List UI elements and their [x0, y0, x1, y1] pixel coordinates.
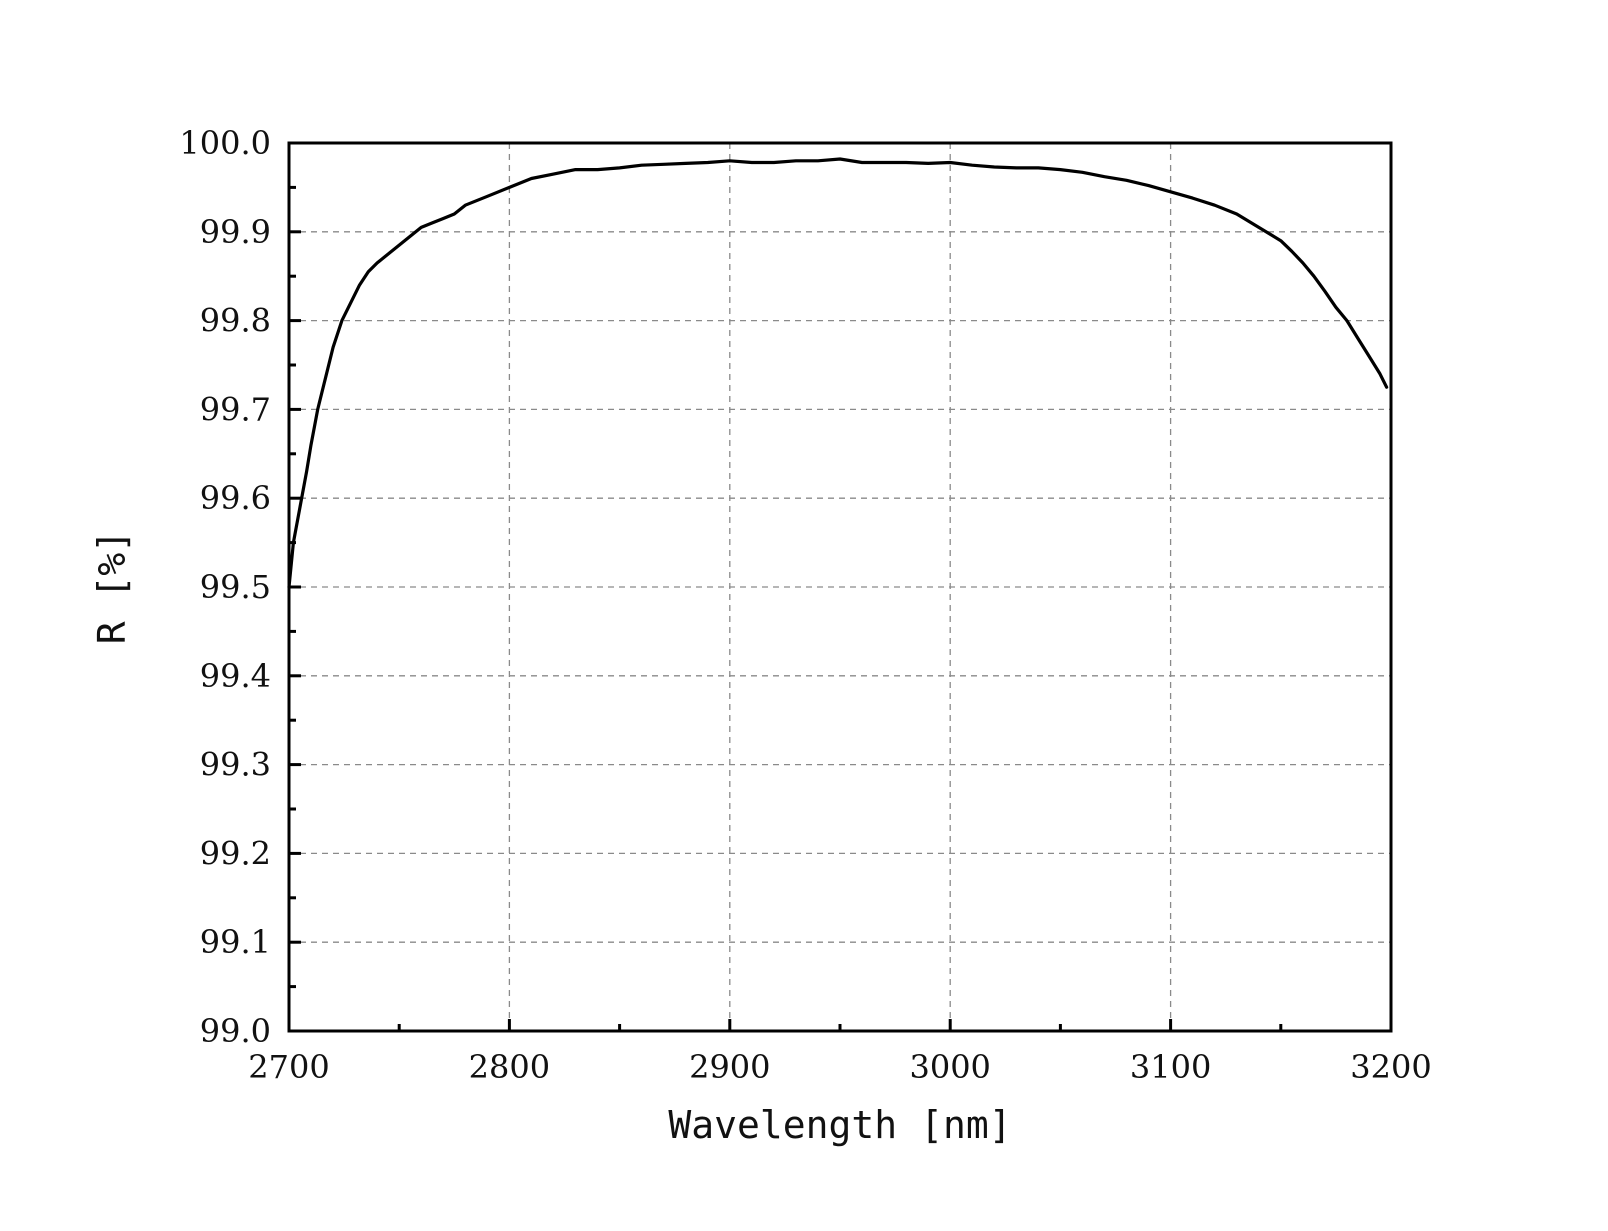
- y-tick-labels: 99.0 99.1 99.2 99.3 99.4 99.5 99.6 99.7 99.8 99.9…: [179, 124, 271, 1050]
- reflectance-series-line: [287, 157, 1389, 589]
- y-tick-label: 99.9: [200, 213, 271, 251]
- y-tick-label: 99.6: [200, 479, 271, 517]
- y-tick-label: 99.4: [200, 657, 271, 695]
- y-tick-label: 99.3: [200, 746, 271, 784]
- y-tick-label: 99.5: [200, 568, 271, 606]
- plot-frame: [287, 141, 1393, 1033]
- x-tick-label: 3100: [1130, 1048, 1211, 1086]
- y-tick-label: 99.7: [200, 390, 271, 428]
- y-tick-label: 99.1: [200, 923, 271, 961]
- x-tick-label: 3200: [1350, 1048, 1431, 1086]
- x-tick-labels: 2700 2800 2900 3000 3100 3200: [248, 1048, 1431, 1086]
- y-tick-label: 99.0: [200, 1012, 271, 1050]
- y-tick-label: 99.8: [200, 302, 271, 340]
- grid-lines: [289, 143, 1391, 1031]
- y-tick-label: 100.0: [179, 124, 271, 162]
- x-tick-label: 2800: [469, 1048, 550, 1086]
- x-tick-label: 2900: [689, 1048, 770, 1086]
- y-tick-label: 99.2: [200, 834, 271, 872]
- x-tick-label: 2700: [248, 1048, 329, 1086]
- x-tick-label: 3000: [909, 1048, 990, 1086]
- y-axis-title: R [%]: [90, 530, 134, 644]
- x-axis-title: Wavelength [nm]: [668, 1103, 1011, 1147]
